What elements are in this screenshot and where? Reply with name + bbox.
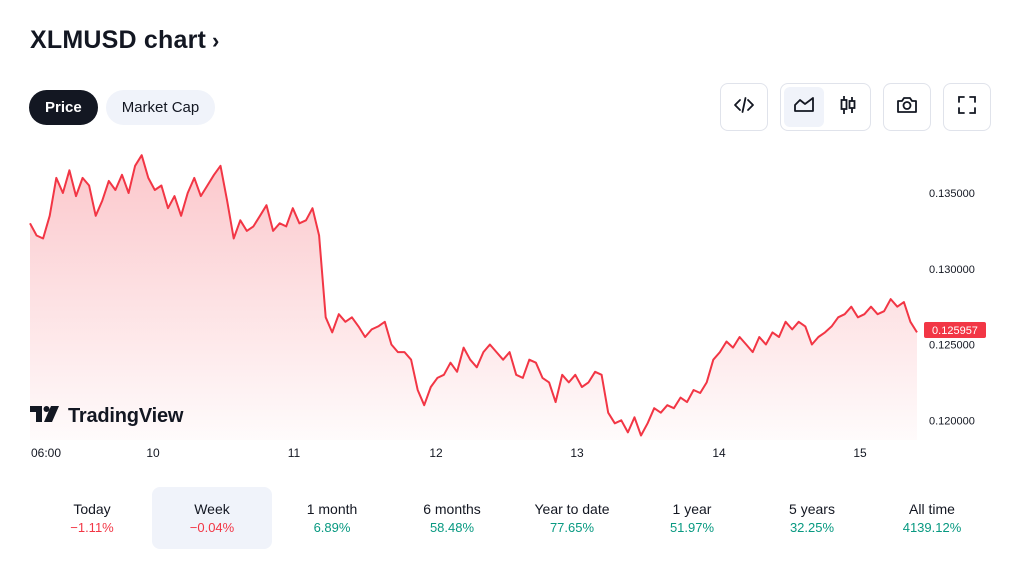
- area-chart-button[interactable]: [783, 87, 824, 127]
- chart-title-link[interactable]: XLMUSD chart ›: [30, 26, 220, 55]
- x-tick-label: 15: [853, 446, 867, 460]
- period-change: 4139.12%: [902, 520, 962, 535]
- y-tick-label: 0.120000: [929, 415, 975, 427]
- price-area-fill: [30, 155, 917, 440]
- x-tick-label: 06:00: [31, 446, 61, 460]
- x-tick-label: 11: [288, 446, 301, 460]
- tradingview-logo[interactable]: TradingView: [30, 405, 183, 428]
- y-tick-label: 0.125000: [929, 340, 975, 352]
- area-chart-icon: [793, 94, 815, 121]
- period-change: 77.65%: [549, 520, 595, 535]
- period-1-month[interactable]: 1 month 6.89%: [272, 487, 392, 549]
- y-tick-label: 0.130000: [929, 264, 975, 276]
- period-change: −0.04%: [189, 520, 235, 535]
- period-label: 6 months: [423, 501, 481, 517]
- period-all-time[interactable]: All time 4139.12%: [872, 487, 992, 549]
- x-tick-label: 13: [570, 446, 584, 460]
- tab-market-cap[interactable]: Market Cap: [105, 90, 216, 125]
- period-label: 1 year: [672, 501, 712, 517]
- last-price-label: 0.125957: [932, 325, 978, 337]
- tab-price[interactable]: Price: [29, 90, 98, 125]
- x-tick-label: 10: [146, 446, 160, 460]
- camera-icon: [896, 94, 918, 121]
- last-price-tag: [924, 322, 986, 338]
- x-tick-label: 14: [712, 446, 726, 460]
- period-label: 1 month: [306, 501, 358, 517]
- period-change: 6.89%: [313, 520, 351, 535]
- period-performance-bar: Today −1.11% Week −0.04% 1 month 6.89% 6 mo…: [32, 487, 992, 549]
- period-label: Year to date: [534, 501, 610, 517]
- price-line: [29, 154, 918, 437]
- code-icon: [733, 94, 755, 121]
- candlestick-icon: [837, 94, 859, 121]
- chart-type-tabs: Price Market Cap: [29, 90, 216, 125]
- period-change: −1.11%: [70, 520, 114, 535]
- period-label: 5 years: [789, 501, 835, 517]
- x-tick-label: 12: [429, 446, 443, 460]
- period-label: Today: [73, 501, 111, 517]
- period-6-months[interactable]: 6 months 58.48%: [392, 487, 512, 549]
- period-change: 32.25%: [789, 520, 835, 535]
- chevron-right-icon: ›: [212, 27, 220, 53]
- period-label: All time: [909, 501, 955, 517]
- period-1-year[interactable]: 1 year 51.97%: [632, 487, 752, 549]
- period-today[interactable]: Today −1.11%: [32, 487, 152, 549]
- period-change: 51.97%: [669, 520, 715, 535]
- period-year-to-date[interactable]: Year to date 77.65%: [512, 487, 632, 549]
- period-label: Week: [194, 501, 230, 517]
- snapshot-button[interactable]: [883, 83, 931, 131]
- embed-button[interactable]: [720, 83, 768, 131]
- chart-style-group: [780, 83, 871, 131]
- tradingview-logo-icon: [30, 406, 60, 427]
- y-tick-label: 0.135000: [929, 188, 975, 200]
- price-chart[interactable]: 0.135000 0.130000 0.125000 0.120000 06:00 10…: [0, 140, 1024, 470]
- fullscreen-icon: [956, 94, 978, 121]
- period-change: 58.48%: [429, 520, 475, 535]
- fullscreen-button[interactable]: [943, 83, 991, 131]
- period-5-years[interactable]: 5 years 32.25%: [752, 487, 872, 549]
- candlestick-button[interactable]: [828, 87, 868, 127]
- page-title: XLMUSD chart: [30, 26, 207, 54]
- period-week[interactable]: Week −0.04%: [152, 487, 272, 549]
- logo-text: TradingView: [68, 405, 184, 427]
